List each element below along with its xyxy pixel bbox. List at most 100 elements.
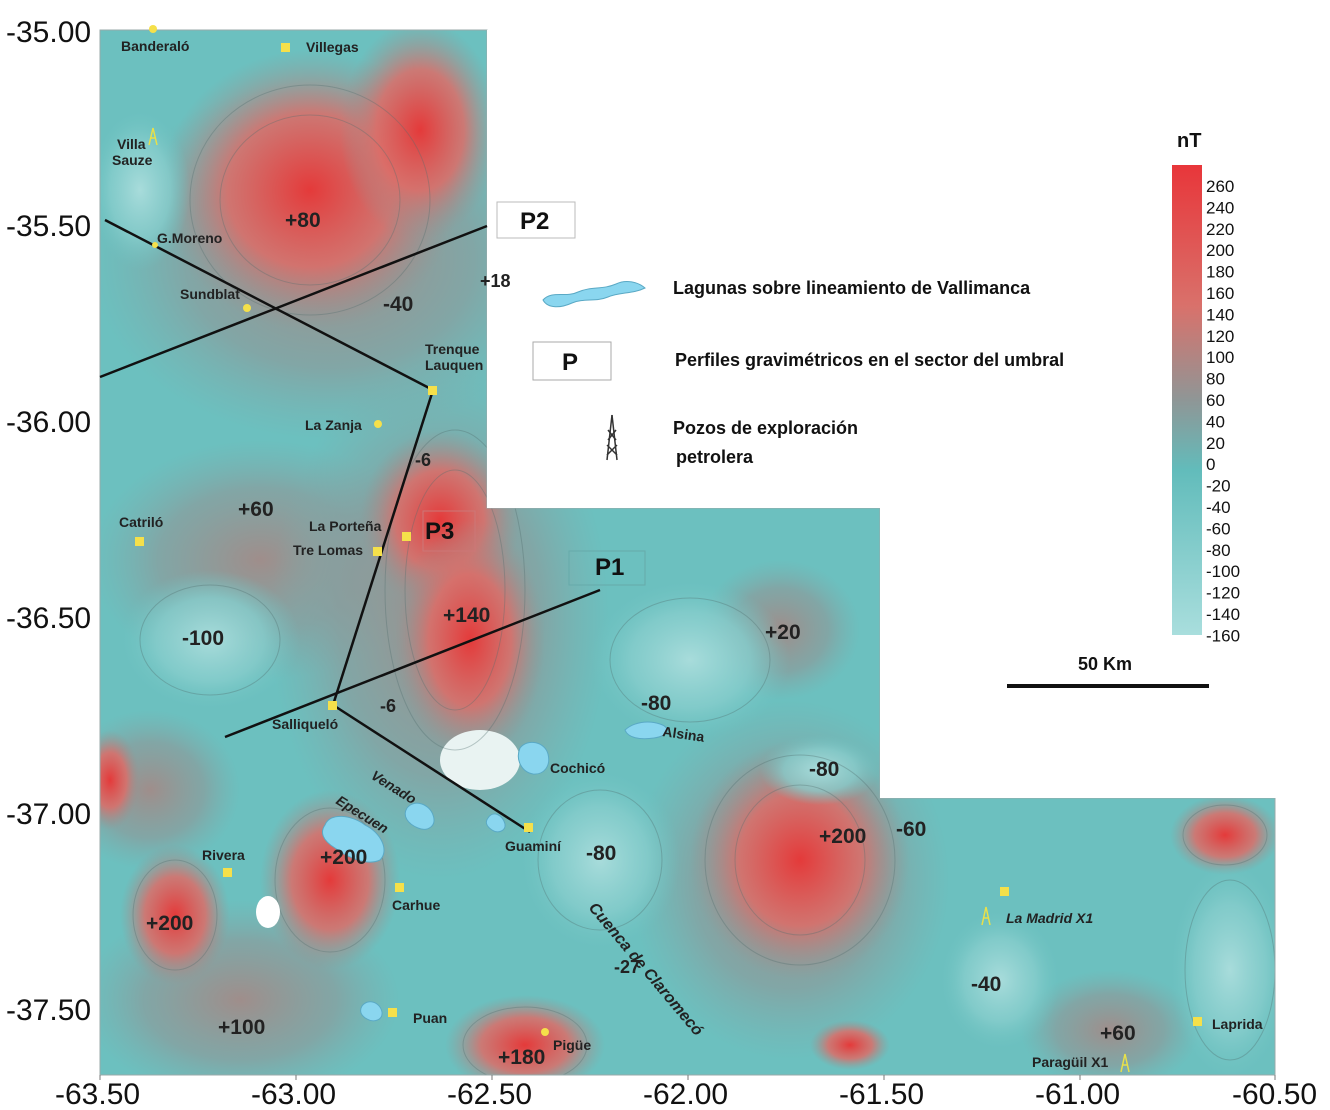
lake-puan xyxy=(360,1001,383,1022)
place-label: Sundblat xyxy=(180,286,240,302)
place-label: La Madrid X1 xyxy=(1006,910,1093,926)
profile-se-line xyxy=(332,703,531,834)
legend-lake-icon xyxy=(542,280,646,308)
anomaly-label: -80 xyxy=(809,758,839,781)
lake-alsina xyxy=(624,721,668,740)
place-label: Rivera xyxy=(202,847,245,863)
colorbar-label: 120 xyxy=(1206,327,1234,346)
place-label: Tre Lomas xyxy=(293,542,363,558)
legend-panel xyxy=(487,30,1277,508)
place-label: Paragüil X1 xyxy=(1032,1054,1108,1070)
place-label: Pigüe xyxy=(553,1037,591,1053)
colorbar-label: -20 xyxy=(1206,477,1231,496)
p1-box xyxy=(568,550,646,586)
x-tick-label: -61.00 xyxy=(1035,1078,1120,1110)
well-markers xyxy=(148,127,1130,1073)
place-label: Alsina xyxy=(662,723,706,745)
y-tick-label: -36.50 xyxy=(6,602,91,635)
place-label: G.Moreno xyxy=(157,230,222,246)
colorbar xyxy=(1172,165,1202,635)
anomaly-label: +180 xyxy=(498,1046,545,1069)
place-label: Carhue xyxy=(392,897,440,913)
colorbar-label: 140 xyxy=(1206,305,1234,324)
place-label: Sauze xyxy=(112,152,153,168)
place-label: Banderaló xyxy=(121,38,189,54)
anomaly-label: -60 xyxy=(896,818,926,841)
place-label: La Porteña xyxy=(309,518,382,534)
colorbar-label: 220 xyxy=(1206,220,1234,239)
profile-p1-line xyxy=(224,588,601,739)
place-label: La Zanja xyxy=(305,417,362,433)
axis-ticks xyxy=(99,1075,1276,1080)
scale-label: 50 Km xyxy=(1078,654,1132,674)
colorbar-label: -120 xyxy=(1206,584,1240,603)
oil-derrick-icon xyxy=(606,414,618,461)
place-label: Laprida xyxy=(1212,1016,1263,1032)
x-tick-label: -60.50 xyxy=(1232,1078,1317,1110)
place-label: Salliqueló xyxy=(272,716,338,732)
profile-label-p1: P1 xyxy=(595,554,624,581)
anomaly-label: -40 xyxy=(383,293,413,316)
place-label: Lauquen xyxy=(425,357,483,373)
legend-pozos-1: Pozos de exploración xyxy=(673,418,858,438)
anomaly-label: +140 xyxy=(443,604,490,627)
p3-box xyxy=(422,510,476,552)
colorbar-label: -140 xyxy=(1206,605,1240,624)
profile-nw-line xyxy=(104,218,434,392)
colorbar-label: 100 xyxy=(1206,348,1234,367)
y-tick-label: -36.00 xyxy=(6,406,91,439)
colorbar-label: -100 xyxy=(1206,562,1240,581)
x-tick-label: -63.00 xyxy=(251,1078,336,1110)
anomaly-label: -100 xyxy=(182,627,224,650)
colorbar-label: 80 xyxy=(1206,370,1225,389)
colorbar-label: 200 xyxy=(1206,241,1234,260)
place-label: Puan xyxy=(413,1010,447,1026)
profile-label-p2: P2 xyxy=(520,208,549,235)
legend-profile-symbol: P xyxy=(562,349,578,376)
colorbar-label: 40 xyxy=(1206,412,1225,431)
place-label: Catriló xyxy=(119,514,163,530)
place-label: Villa xyxy=(117,136,146,152)
place-label: Villegas xyxy=(306,39,359,55)
legend-pozos-2: petrolera xyxy=(676,447,754,467)
lake-guamini xyxy=(485,813,506,833)
profile-p2-line xyxy=(99,224,488,379)
x-tick-label: -62.00 xyxy=(643,1078,728,1110)
x-tick-label: -61.50 xyxy=(839,1078,924,1110)
x-tick-label: -62.50 xyxy=(447,1078,532,1110)
lake-cochico xyxy=(517,741,550,775)
place-label: Trenque xyxy=(425,341,480,357)
legend-profile-box xyxy=(532,341,612,381)
y-tick-label: -37.00 xyxy=(6,798,91,831)
colorbar-label: -40 xyxy=(1206,498,1231,517)
anomaly-label: +60 xyxy=(238,498,274,521)
colorbar-label: 20 xyxy=(1206,434,1225,453)
colorbar-label: -60 xyxy=(1206,519,1231,538)
colorbar-label: 0 xyxy=(1206,455,1215,474)
place-label: Cochicó xyxy=(550,760,605,776)
colorbar-label: -80 xyxy=(1206,541,1231,560)
colorbar-labels: 260240220200180160140120100806040200-20-… xyxy=(1206,177,1240,645)
lake-venado xyxy=(404,802,435,830)
town-markers xyxy=(135,25,1202,1036)
legend-panel-lower xyxy=(880,508,1277,798)
colorbar-label: 180 xyxy=(1206,263,1234,282)
p2-box xyxy=(496,201,576,239)
colorbar-label: 260 xyxy=(1206,177,1234,196)
y-tick-label: -37.50 xyxy=(6,994,91,1027)
profile-p3-line xyxy=(331,389,435,706)
anomaly-label: +80 xyxy=(285,209,321,232)
profile-lines xyxy=(99,218,601,834)
anomaly-label: +100 xyxy=(218,1016,265,1039)
anomaly-label: +20 xyxy=(765,621,801,644)
legend-perfiles: Perfiles gravimétricos en el sector del … xyxy=(675,350,1064,370)
anomaly-label: +60 xyxy=(1100,1022,1136,1045)
lagunas-group xyxy=(322,721,668,1022)
anomaly-label: -80 xyxy=(586,842,616,865)
anomaly-label: +200 xyxy=(146,912,193,935)
anomaly-label: +18 xyxy=(480,271,511,291)
profile-label-p3: P3 xyxy=(425,518,454,545)
anomaly-label: -80 xyxy=(641,692,671,715)
anomaly-label: -27 xyxy=(614,957,640,977)
